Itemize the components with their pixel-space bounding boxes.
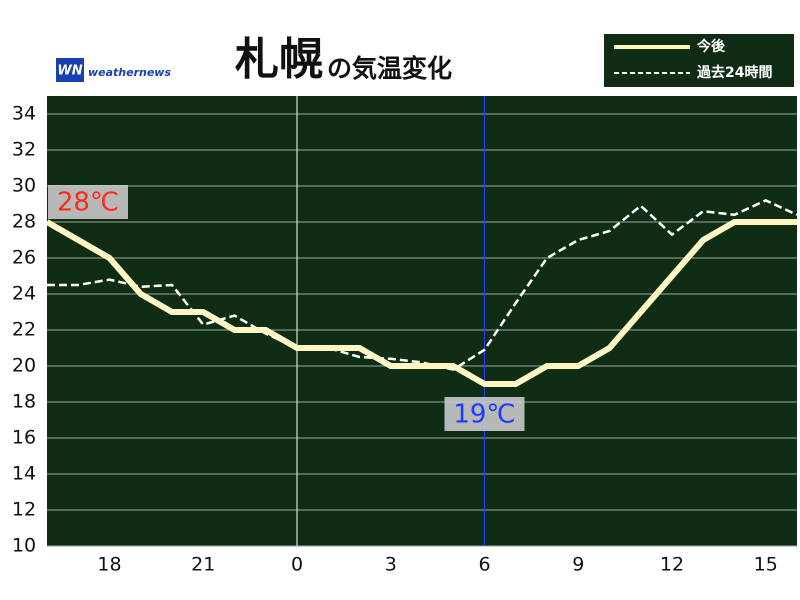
- x-tick-label: 9: [572, 554, 584, 576]
- y-tick-label: 24: [12, 283, 36, 305]
- legend: [602, 32, 796, 89]
- logo-mark-bg: [56, 58, 84, 82]
- y-tick-label: 12: [12, 499, 36, 521]
- logo-mark: WN: [57, 64, 82, 79]
- annotation: 28℃: [57, 188, 119, 218]
- annotation-bg: [48, 185, 128, 219]
- y-tick-label: 22: [12, 319, 36, 341]
- x-tick-label: 18: [97, 554, 121, 576]
- x-tick-label: 0: [291, 554, 303, 576]
- legend-label: 今後: [696, 38, 726, 55]
- y-tick-label: 32: [12, 139, 36, 161]
- y-tick-label: 14: [12, 463, 36, 485]
- y-tick-label: 28: [12, 211, 36, 233]
- legend-label: 過去24時間: [696, 64, 772, 81]
- x-tick-label: 12: [660, 554, 684, 576]
- x-tick-label: 21: [191, 554, 215, 576]
- annotation: 19℃: [453, 400, 515, 430]
- x-tick-label: 3: [385, 554, 397, 576]
- y-tick-label: 10: [12, 535, 36, 557]
- y-tick-label: 16: [12, 427, 36, 449]
- series-line: [45, 219, 797, 387]
- y-tick-label: 26: [12, 247, 36, 269]
- y-tick-label: 30: [12, 175, 36, 197]
- series-line: [47, 199, 798, 371]
- x-tick-label: 15: [754, 554, 778, 576]
- chart-title-suffix: の気温変化: [327, 54, 452, 83]
- plot-area: [47, 96, 797, 546]
- logo-text: weathernews: [88, 66, 171, 79]
- y-tick-label: 20: [12, 355, 36, 377]
- y-tick-label: 18: [12, 391, 36, 413]
- chart-title: 札幌: [235, 34, 323, 85]
- annotation-bg: [444, 397, 525, 431]
- y-tick-label: 34: [12, 103, 36, 125]
- x-tick-label: 6: [478, 554, 490, 576]
